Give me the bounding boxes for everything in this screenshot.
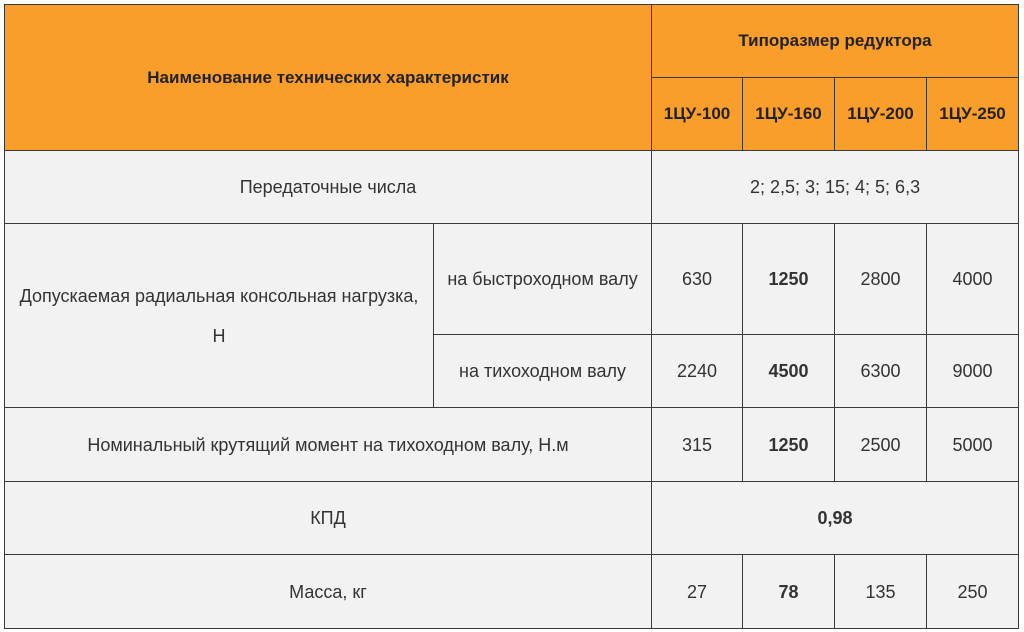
column-header: 1ЦУ-250 [926, 77, 1020, 151]
cell: 2240 [651, 334, 744, 408]
column-header: 1ЦУ-100 [651, 77, 744, 151]
cell: 6300 [834, 334, 928, 408]
cell: 1250 [742, 407, 836, 482]
sub-label: на тихоходном валу [432, 334, 653, 408]
cell: 2500 [834, 407, 928, 482]
header-group: Типоразмер редуктора [651, 4, 1020, 78]
cell: 78 [742, 554, 836, 629]
row-label: КПД [3, 481, 653, 555]
cell: 1250 [742, 223, 836, 335]
column-header: 1ЦУ-160 [742, 77, 836, 151]
row-label: Передаточные числа [3, 150, 653, 224]
row-label: Номинальный крутящий момент на тихоходно… [3, 407, 653, 482]
cell: 315 [651, 407, 744, 482]
row-label: Допускаемая радиальная консольная нагруз… [4, 223, 434, 408]
cell: 5000 [926, 407, 1020, 482]
header-title: Наименование технических характеристик [3, 4, 653, 151]
cell: 2; 2,5; 3; 15; 4; 5; 6,3 [651, 150, 1020, 224]
cell: 250 [926, 554, 1020, 629]
cell: 4500 [742, 334, 836, 408]
cell: 2800 [834, 223, 928, 335]
cell: 4000 [926, 223, 1020, 335]
cell: 9000 [926, 334, 1020, 408]
cell: 0,98 [651, 481, 1020, 555]
row-label: Масса, кг [3, 554, 653, 629]
cell: 27 [651, 554, 744, 629]
column-header: 1ЦУ-200 [834, 77, 928, 151]
cell: 135 [834, 554, 928, 629]
sub-label: на быстроходном валу [432, 223, 653, 335]
cell: 630 [651, 223, 744, 335]
spec-table: Наименование технических характеристик Т… [3, 4, 1020, 629]
